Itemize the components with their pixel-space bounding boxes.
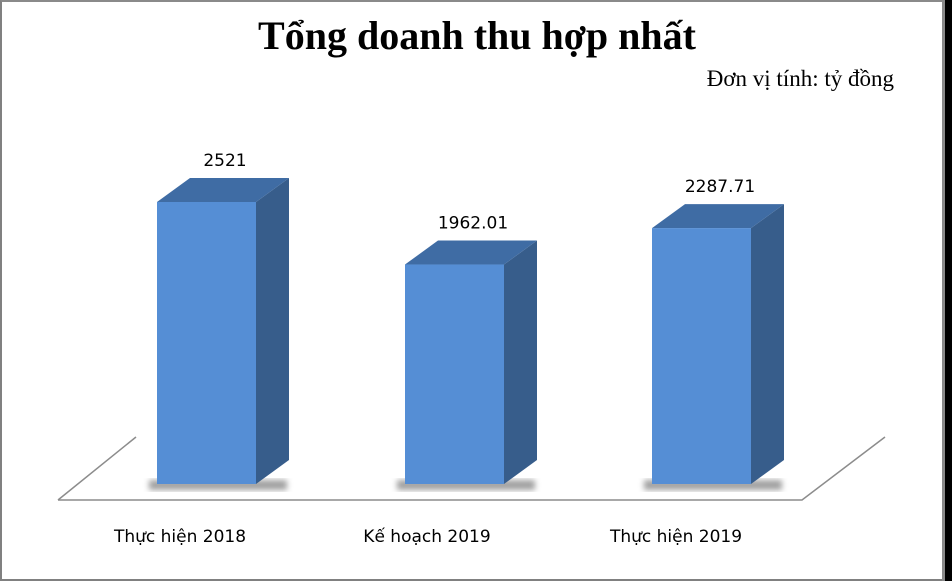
frame-edge [942, 0, 945, 581]
bar-3 [644, 204, 784, 490]
chart-title: Tổng doanh thu hợp nhất [0, 12, 952, 59]
category-label: Thực hiện 2018 [113, 527, 246, 547]
chart-floor [57, 436, 886, 501]
data-label: 1962.01 [438, 214, 508, 234]
unit-label: Đơn vị tính: tỷ đồng [706, 66, 894, 91]
category-label: Thực hiện 2019 [609, 527, 742, 547]
data-label: 2521 [203, 151, 246, 171]
bar-2 [397, 240, 537, 490]
bar-1 [149, 178, 289, 490]
frame-shadow [945, 0, 952, 581]
data-label: 2287.71 [685, 177, 755, 197]
chart-title-text: Tổng doanh thu hợp nhất [258, 13, 696, 58]
category-label: Kế hoạch 2019 [363, 526, 490, 547]
